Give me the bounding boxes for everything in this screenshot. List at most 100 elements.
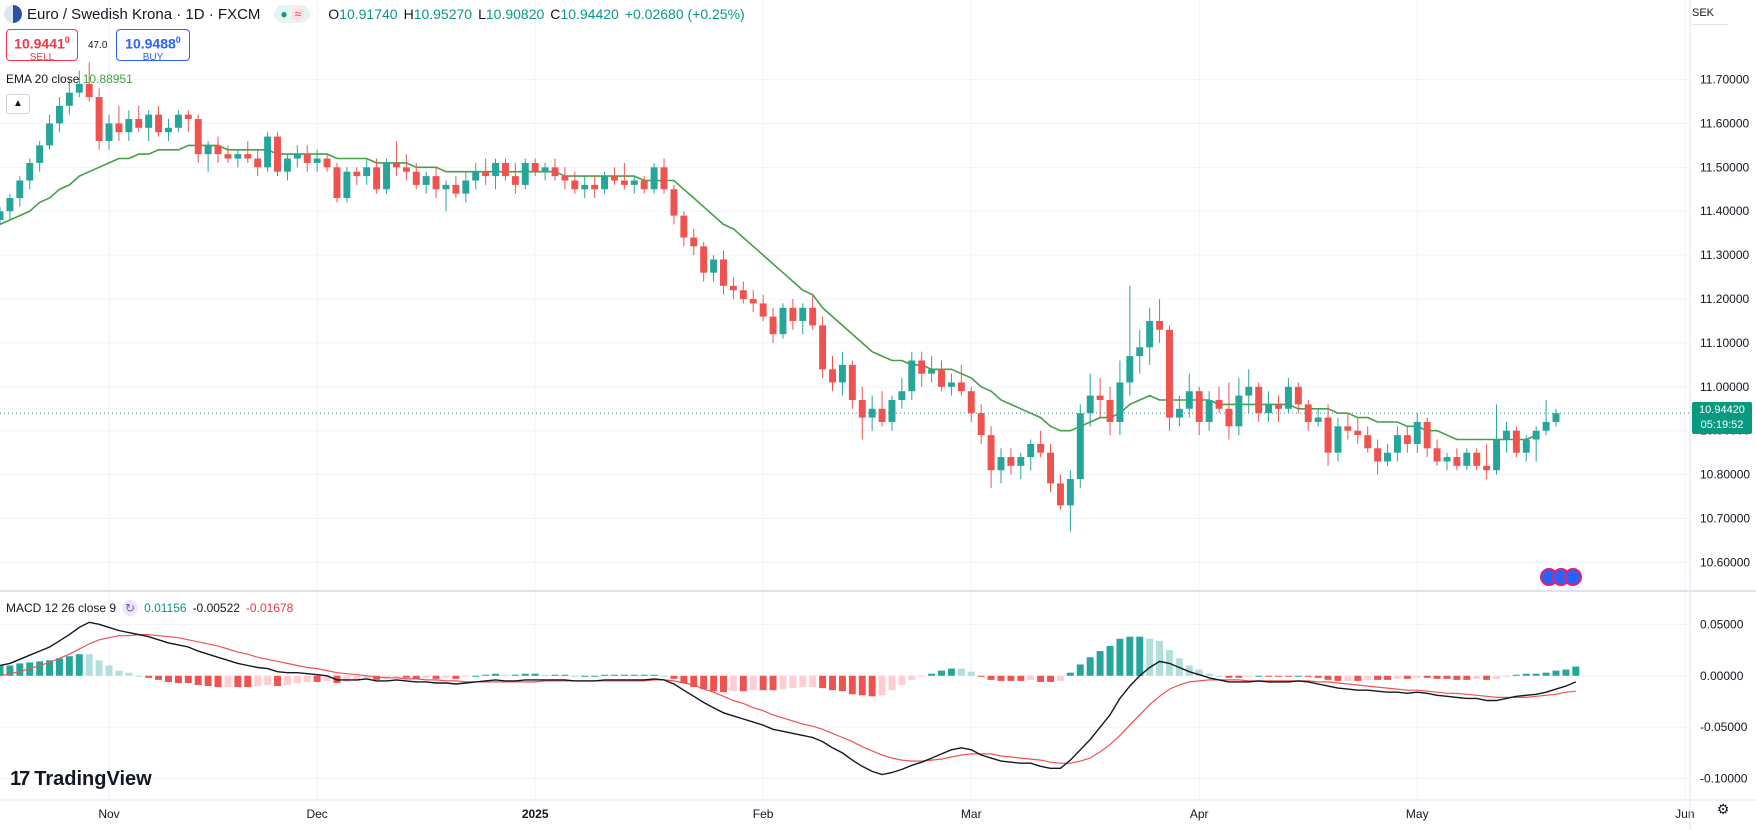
candle-body xyxy=(848,364,856,400)
tradingview-logo-text: TradingView xyxy=(34,768,152,790)
macd-hist-bar xyxy=(501,674,509,676)
candle-body xyxy=(1542,421,1550,431)
macd-hist-bar xyxy=(1374,675,1382,680)
candle-body xyxy=(838,364,846,383)
symbol-title[interactable]: Euro / Swedish Krona · 1D · FXCM xyxy=(27,5,261,23)
candle-body xyxy=(670,189,678,216)
price-tick-label: 10.80000 xyxy=(1700,468,1750,482)
candle-body xyxy=(65,92,73,106)
time-tick-label: May xyxy=(1406,807,1429,821)
change-value: +0.02680 (+0.25%) xyxy=(624,6,745,22)
candle-body xyxy=(1413,421,1421,444)
ema-legend[interactable]: EMA 20 close 10.88951 xyxy=(6,72,133,86)
candle-body xyxy=(1284,386,1292,409)
macd-legend-label: MACD 12 26 close 9 xyxy=(6,601,117,615)
macd-legend-signal: -0.00522 xyxy=(192,601,240,615)
macd-hist-bar xyxy=(85,654,93,676)
candle-body xyxy=(878,408,886,422)
candle-body xyxy=(1185,391,1193,409)
macd-hist-bar xyxy=(373,675,381,680)
candle-body xyxy=(729,285,737,291)
price-tick-label: 10.70000 xyxy=(1700,512,1750,526)
candle-body xyxy=(541,167,549,172)
macd-hist-bar xyxy=(1076,664,1084,676)
buy-button[interactable]: 10.94880 BUY xyxy=(116,29,190,63)
macd-hist-bar xyxy=(323,675,331,681)
candle-body xyxy=(551,167,559,177)
macd-hist-bar xyxy=(1195,669,1203,676)
macd-hist-bar xyxy=(918,675,926,677)
candle-body xyxy=(432,176,440,190)
macd-hist-bar xyxy=(46,660,54,676)
macd-hist-bar xyxy=(0,665,4,676)
low-label: L xyxy=(478,6,486,22)
high-value: 10.95270 xyxy=(413,6,473,22)
macd-hist-bar xyxy=(1324,675,1332,680)
candle-body xyxy=(1146,320,1154,348)
candle-body xyxy=(888,400,896,422)
candle-body xyxy=(769,316,777,335)
candle-body xyxy=(601,176,609,190)
macd-hist-bar xyxy=(1552,670,1560,676)
time-tick-label: Nov xyxy=(98,807,119,821)
candle-body xyxy=(55,105,63,124)
refresh-icon[interactable]: ↻ xyxy=(122,600,139,616)
candle-body xyxy=(1463,452,1471,466)
candle-body xyxy=(1473,452,1481,466)
candle-body xyxy=(16,180,24,199)
candle-body xyxy=(1017,457,1025,466)
macd-legend[interactable]: MACD 12 26 close 9 ↻ 0.01156 -0.00522 -0… xyxy=(6,600,293,616)
macd-tick-label: 0.05000 xyxy=(1700,617,1744,631)
macd-hist-bar xyxy=(313,675,321,682)
candle-body xyxy=(1245,386,1253,396)
candle-body xyxy=(1255,386,1263,414)
macd-hist-bar xyxy=(1294,675,1302,677)
candle-body xyxy=(829,369,836,383)
macd-hist-bar xyxy=(1027,675,1035,680)
candle-body xyxy=(204,145,212,155)
macd-hist-bar xyxy=(432,675,440,679)
time-tick-label: Mar xyxy=(961,807,982,821)
sell-button[interactable]: 10.94410 SELL xyxy=(6,29,78,63)
chevron-up-icon[interactable]: ▲ xyxy=(6,94,30,114)
candle-body xyxy=(700,246,708,273)
candle-body xyxy=(1106,400,1114,422)
macd-hist-bar xyxy=(1512,674,1520,676)
macd-hist-bar xyxy=(670,675,678,679)
candle-body xyxy=(1265,404,1273,414)
candle-body xyxy=(1195,391,1203,422)
spread-value: 47.0 xyxy=(88,40,108,51)
current-price-value: 10.94420 xyxy=(1699,404,1745,416)
candle-body xyxy=(908,360,916,392)
tradingview-logo[interactable]: 17 TradingView xyxy=(10,768,152,791)
candle-body xyxy=(858,400,866,418)
macd-legend-hist: -0.01678 xyxy=(245,601,294,615)
candle-body xyxy=(412,171,420,185)
candle-body xyxy=(1493,439,1501,471)
macd-hist-bar xyxy=(402,675,410,678)
macd-hist-bar xyxy=(1146,638,1154,676)
macd-hist-bar xyxy=(55,658,63,676)
macd-hist-bar xyxy=(898,675,906,686)
macd-hist-bar xyxy=(858,675,866,696)
macd-hist-bar xyxy=(947,668,955,676)
macd-tick-label: -0.10000 xyxy=(1700,772,1748,786)
candle-body xyxy=(1215,400,1223,409)
candle-body xyxy=(1205,400,1213,422)
candle-body xyxy=(1086,395,1094,414)
status-pill[interactable]: ● ≈ xyxy=(274,5,311,23)
sell-price: 10.94410 xyxy=(14,35,70,52)
macd-hist-bar xyxy=(353,675,361,681)
event-marker-icon[interactable] xyxy=(1564,568,1582,586)
macd-hist-bar xyxy=(343,675,351,682)
macd-hist-bar xyxy=(1433,675,1441,679)
candle-body xyxy=(987,435,995,471)
currency-selector[interactable]: SEK xyxy=(1692,4,1728,25)
macd-hist-bar xyxy=(214,675,222,688)
events-markers[interactable] xyxy=(1540,568,1582,586)
gear-icon[interactable]: ⚙ xyxy=(1716,801,1730,817)
macd-hist-bar xyxy=(472,675,480,677)
macd-hist-bar xyxy=(710,675,718,692)
candle-body xyxy=(977,413,985,436)
